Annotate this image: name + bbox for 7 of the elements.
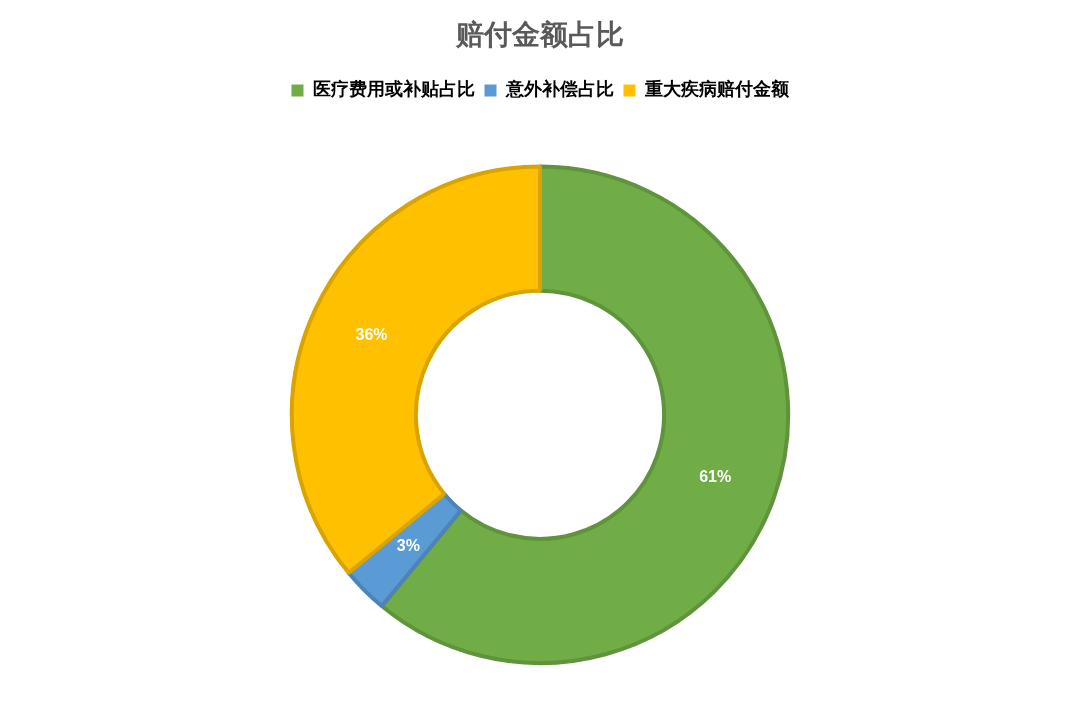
- data-label: 61%: [699, 468, 732, 486]
- legend-label: 意外补偿占比: [504, 78, 614, 100]
- chart-title: 赔付金额占比: [455, 18, 624, 52]
- data-label: 3%: [396, 536, 420, 554]
- data-label: 36%: [355, 325, 388, 343]
- legend-label: 医疗费用或补贴占比: [312, 78, 475, 100]
- legend-label: 重大疾病赔付金额: [643, 78, 790, 100]
